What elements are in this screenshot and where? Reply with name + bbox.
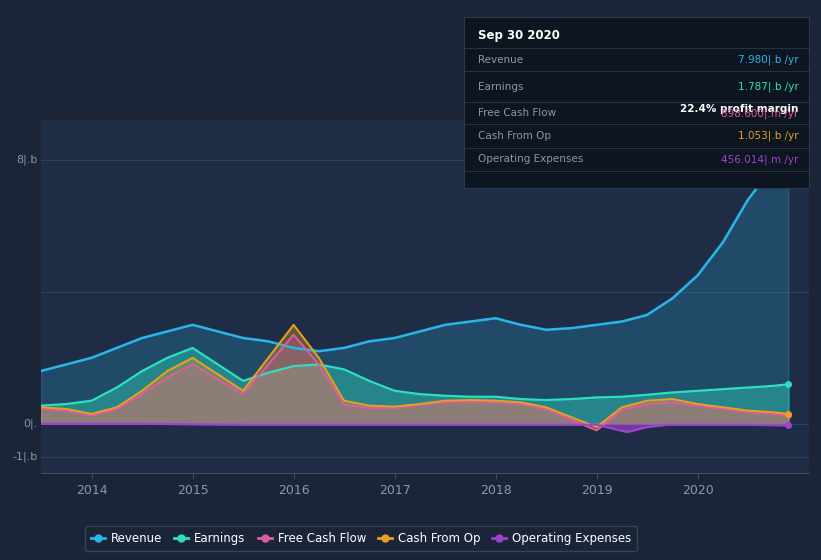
Legend: Revenue, Earnings, Free Cash Flow, Cash From Op, Operating Expenses: Revenue, Earnings, Free Cash Flow, Cash … — [85, 526, 637, 551]
Text: Operating Expenses: Operating Expenses — [478, 155, 583, 165]
Text: Revenue: Revenue — [478, 54, 523, 64]
Text: 22.4% profit margin: 22.4% profit margin — [680, 104, 798, 114]
Text: 0|.: 0|. — [23, 418, 37, 429]
Text: Free Cash Flow: Free Cash Flow — [478, 108, 556, 118]
Text: 456.014|.m /yr: 456.014|.m /yr — [721, 154, 798, 165]
Text: -1|.b: -1|.b — [12, 451, 37, 462]
Text: 1.787|.b /yr: 1.787|.b /yr — [737, 82, 798, 92]
Text: Earnings: Earnings — [478, 82, 523, 92]
Text: 1.053|.b /yr: 1.053|.b /yr — [738, 130, 798, 141]
Text: Cash From Op: Cash From Op — [478, 130, 551, 141]
Text: 8|.b: 8|.b — [16, 155, 37, 165]
Text: 898.600|.m /yr: 898.600|.m /yr — [721, 108, 798, 119]
Text: 7.980|.b /yr: 7.980|.b /yr — [738, 54, 798, 65]
Text: Sep 30 2020: Sep 30 2020 — [478, 29, 560, 42]
